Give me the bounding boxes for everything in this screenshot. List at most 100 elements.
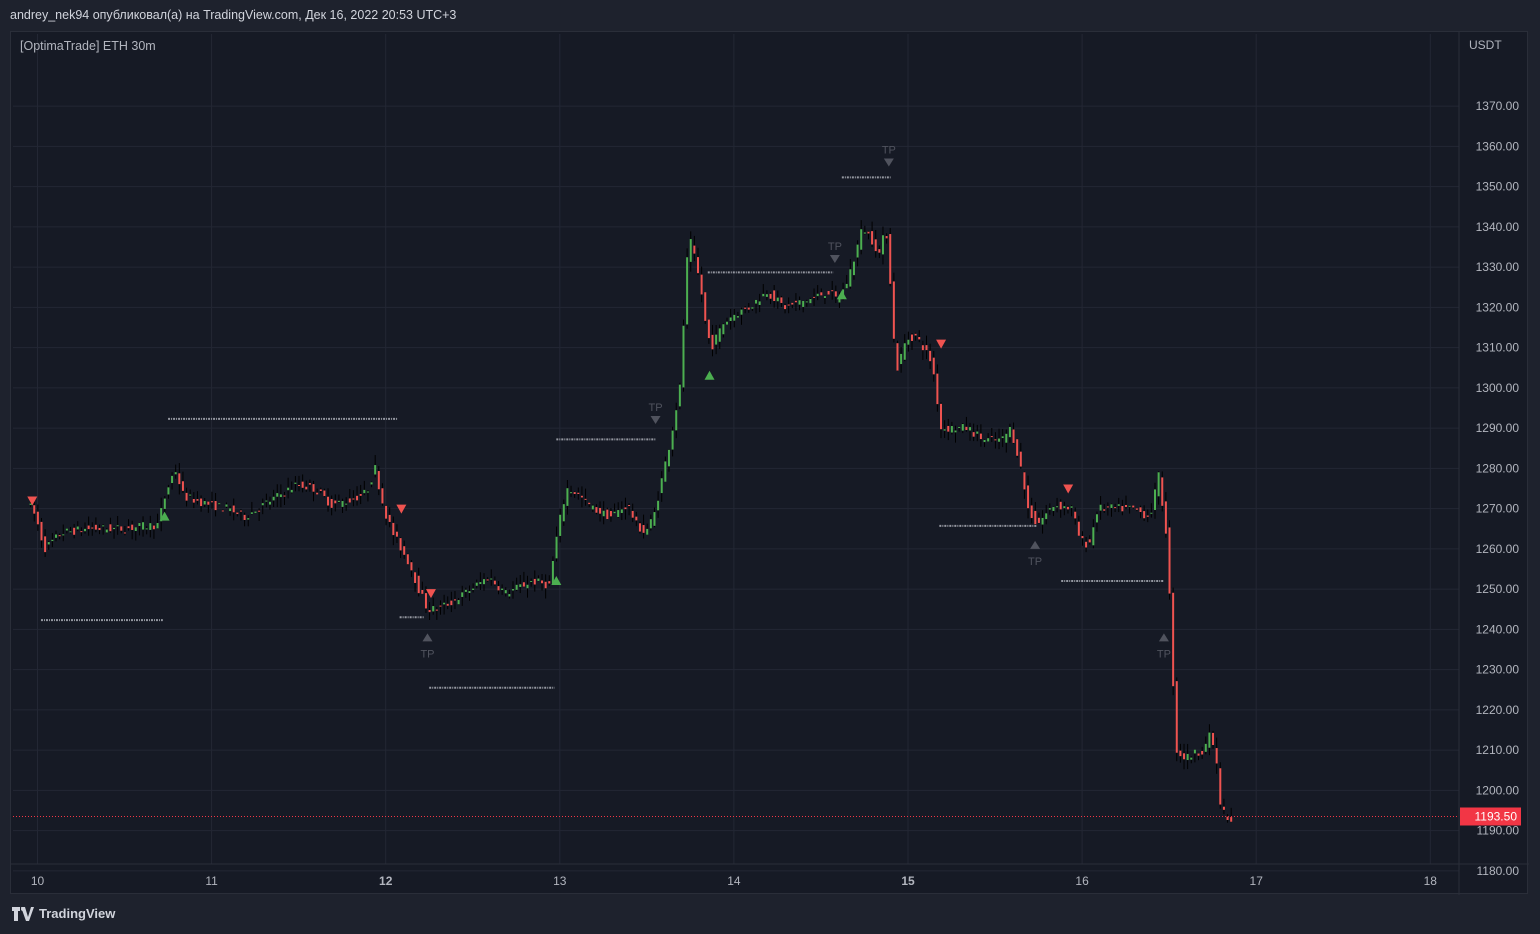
candle-body	[250, 512, 253, 514]
candle-body	[635, 516, 638, 521]
x-tick-label: 17	[1250, 874, 1264, 888]
candle-body	[1179, 750, 1182, 757]
sell-signal-icon	[1063, 484, 1074, 494]
tp-label: TP	[420, 648, 434, 660]
candle-body	[102, 525, 105, 527]
candle-body	[1121, 505, 1124, 512]
candle-body	[1037, 517, 1040, 523]
candle-body	[428, 609, 431, 613]
candle-body	[69, 531, 72, 533]
candle-body	[519, 584, 522, 587]
candle-body	[36, 511, 39, 525]
candle-body	[334, 500, 337, 504]
candle-body	[537, 578, 540, 581]
candle-body	[1197, 753, 1200, 756]
candle-body	[969, 427, 972, 431]
candle-body	[1143, 511, 1146, 519]
candle-body	[145, 528, 148, 530]
candle-body	[218, 503, 221, 505]
candle-body	[468, 591, 471, 593]
y-tick-label: 1270.00	[1476, 502, 1520, 516]
candle-body	[834, 291, 837, 297]
publication-header: andrey_nek94 опубликовал(а) на TradingVi…	[10, 8, 457, 22]
candle-body	[221, 510, 224, 512]
y-tick-label: 1180.00	[1477, 864, 1520, 878]
candle-body	[366, 491, 369, 493]
candles-layer	[29, 220, 1233, 823]
buy-signal-icon	[551, 576, 562, 586]
chart-pane[interactable]: 1370.00 1360.00 1350.00 1340.00 1330.00 1320.…	[10, 31, 1529, 895]
candle-body	[312, 484, 315, 492]
tp-arrow-down-icon	[829, 255, 840, 264]
candle-body	[551, 560, 554, 584]
tp-label: TP	[882, 144, 896, 156]
candle-body	[254, 511, 257, 513]
candle-body	[301, 481, 304, 488]
candle-body	[475, 582, 478, 586]
candle-body	[686, 257, 689, 325]
tp-arrow-down-icon	[883, 158, 894, 167]
candle-body	[472, 588, 475, 590]
candle-body	[464, 589, 467, 592]
candle-body	[591, 505, 594, 510]
candle-body	[1175, 681, 1178, 753]
candle-body	[1135, 508, 1138, 510]
candle-body	[1124, 505, 1127, 507]
candle-body	[998, 438, 1001, 442]
candle-body	[1027, 485, 1030, 509]
candle-body	[359, 493, 362, 496]
candle-body	[609, 511, 612, 517]
candle-body	[987, 438, 990, 442]
candle-body	[261, 503, 264, 506]
x-tick-label: 11	[205, 874, 218, 888]
candle-body	[283, 495, 286, 497]
candle-body	[1208, 732, 1211, 748]
x-tick-label: 12	[379, 874, 393, 888]
candle-body	[156, 523, 159, 529]
candle-body	[907, 339, 910, 345]
candle-body	[210, 501, 213, 503]
candle-body	[599, 507, 602, 514]
candle-body	[508, 594, 511, 597]
candle-body	[613, 511, 616, 514]
candle-body	[570, 492, 573, 494]
candle-body	[134, 527, 137, 532]
candle-body	[929, 350, 932, 362]
price-chart[interactable]: 1370.00 1360.00 1350.00 1340.00 1330.00 1320.…	[11, 32, 1529, 895]
candle-body	[435, 609, 438, 611]
candle-body	[239, 510, 242, 512]
candle-body	[327, 496, 330, 506]
tp-arrow-up-icon	[1158, 633, 1169, 642]
candle-body	[1215, 748, 1218, 764]
candle-body	[823, 296, 826, 298]
candle-body	[1222, 806, 1225, 810]
candle-body	[374, 465, 377, 475]
candle-body	[892, 281, 895, 339]
tradingview-logo[interactable]: TradingView	[12, 906, 115, 921]
candle-body	[232, 505, 235, 513]
candle-body	[1106, 506, 1109, 508]
candle-body	[954, 430, 957, 433]
candle-body	[1045, 513, 1048, 520]
x-tick-label: 13	[553, 874, 567, 888]
candle-body	[921, 345, 924, 351]
candle-body	[131, 524, 134, 530]
candle-body	[657, 500, 660, 511]
candle-body	[247, 518, 250, 520]
candle-body	[501, 588, 504, 591]
candle-body	[638, 523, 641, 532]
candle-body	[94, 524, 97, 530]
tp-label: TP	[1157, 648, 1171, 660]
candle-body	[377, 471, 380, 490]
tp-arrow-up-icon	[1030, 540, 1041, 549]
candle-body	[773, 290, 776, 302]
candle-body	[769, 293, 772, 299]
candle-body	[530, 580, 533, 582]
candle-body	[780, 297, 783, 303]
candle-body	[127, 526, 130, 529]
y-tick-label: 1230.00	[1476, 663, 1520, 677]
candle-body	[109, 524, 112, 532]
candle-body	[1157, 472, 1160, 497]
candle-body	[1052, 507, 1055, 511]
candle-body	[160, 508, 163, 522]
